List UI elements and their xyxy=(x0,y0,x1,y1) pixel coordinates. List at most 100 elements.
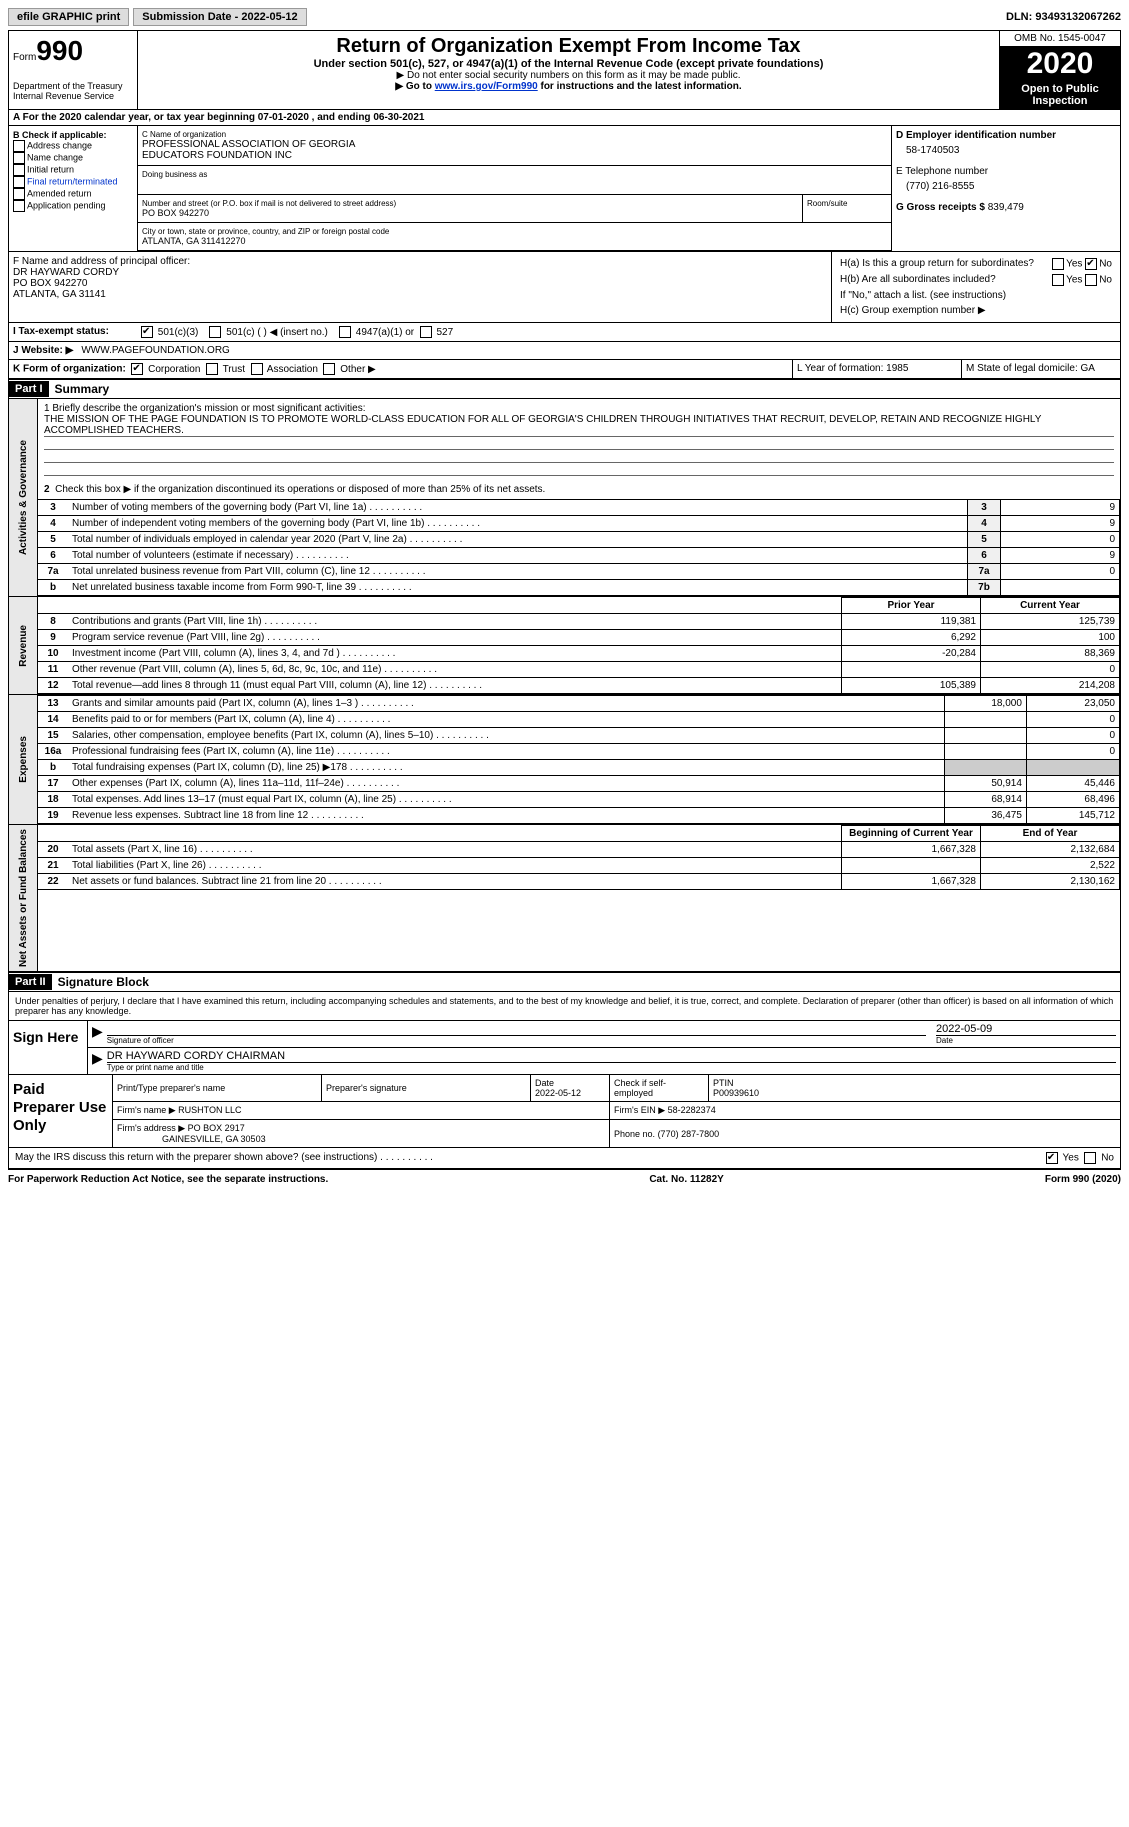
section-governance: Activities & Governance 1 Briefly descri… xyxy=(9,399,1120,597)
section-netassets: Net Assets or Fund Balances Beginning of… xyxy=(9,825,1120,972)
phone-label: E Telephone number xyxy=(896,166,1116,177)
revenue-table: Prior YearCurrent Year8Contributions and… xyxy=(38,597,1120,694)
tax-501c[interactable]: 501(c) ( ) ◀ (insert no.) xyxy=(209,327,327,338)
table-row: 22Net assets or fund balances. Subtract … xyxy=(38,874,1120,890)
table-row: 4Number of independent voting members of… xyxy=(38,516,1120,532)
h-b-note: If "No," attach a list. (see instruction… xyxy=(836,288,1116,303)
ha-no[interactable]: No xyxy=(1085,258,1112,270)
org-city: ATLANTA, GA 311412270 xyxy=(142,236,887,246)
table-row: 21Total liabilities (Part X, line 26)2,5… xyxy=(38,858,1120,874)
table-row: 14Benefits paid to or for members (Part … xyxy=(38,712,1120,728)
org-name-2: EDUCATORS FOUNDATION INC xyxy=(142,150,887,161)
tax-501c3[interactable]: 501(c)(3) xyxy=(141,327,198,338)
cb-name-change[interactable]: Name change xyxy=(13,152,133,164)
header-left: Form990 Department of the Treasury Inter… xyxy=(9,31,138,109)
org-trust[interactable]: Trust xyxy=(206,364,245,375)
city-box: City or town, state or province, country… xyxy=(138,223,891,251)
top-bar: efile GRAPHIC print Submission Date - 20… xyxy=(8,8,1121,26)
section-revenue: Revenue Prior YearCurrent Year8Contribut… xyxy=(9,597,1120,695)
gross-receipts: G Gross receipts $ 839,479 xyxy=(896,202,1116,213)
row-k-l-m: K Form of organization: Corporation Trus… xyxy=(9,360,1120,379)
addr-row: Number and street (or P.O. box if mail i… xyxy=(138,195,891,223)
table-row: 17Other expenses (Part IX, column (A), l… xyxy=(38,776,1120,792)
discuss-no[interactable]: No xyxy=(1084,1152,1114,1164)
q2-row: 2 Check this box ▶ if the organization d… xyxy=(38,480,1120,499)
sign-here-label: Sign Here xyxy=(9,1021,88,1074)
cb-amended[interactable]: Amended return xyxy=(13,188,133,200)
table-row: 15Salaries, other compensation, employee… xyxy=(38,728,1120,744)
firm-phone: (770) 287-7800 xyxy=(658,1129,720,1139)
table-row: 19Revenue less expenses. Subtract line 1… xyxy=(38,808,1120,824)
sig-officer-row: ▶ Signature of officer 2022-05-09 Date xyxy=(88,1021,1120,1048)
website-value[interactable]: WWW.PAGEFOUNDATION.ORG xyxy=(77,342,234,359)
h-b: H(b) Are all subordinates included? Yes … xyxy=(836,272,1116,288)
cb-app-pending[interactable]: Application pending xyxy=(13,200,133,212)
officer-addr2: ATLANTA, GA 31141 xyxy=(13,289,827,300)
officer-printed-name: DR HAYWARD CORDY CHAIRMAN xyxy=(107,1050,1116,1062)
footer-right: Form 990 (2020) xyxy=(1045,1174,1121,1185)
efile-label[interactable]: efile GRAPHIC print xyxy=(8,8,129,26)
part1-header: Part I xyxy=(9,381,49,397)
officer-addr1: PO BOX 942270 xyxy=(13,278,827,289)
org-corp[interactable]: Corporation xyxy=(131,364,200,375)
org-address: PO BOX 942270 xyxy=(142,208,798,218)
phone-value: (770) 216-8555 xyxy=(896,177,1116,202)
irs-link[interactable]: www.irs.gov/Form990 xyxy=(435,81,538,92)
footer: For Paperwork Reduction Act Notice, see … xyxy=(8,1170,1121,1185)
revenue-label: Revenue xyxy=(16,621,31,671)
form-subtitle: Under section 501(c), 527, or 4947(a)(1)… xyxy=(146,58,991,70)
table-row: 16aProfessional fundraising fees (Part I… xyxy=(38,744,1120,760)
sign-here-grid: Sign Here ▶ Signature of officer 2022-05… xyxy=(9,1020,1120,1074)
header-right: OMB No. 1545-0047 2020 Open to Public In… xyxy=(999,31,1120,109)
governance-table: 3Number of voting members of the governi… xyxy=(38,499,1120,596)
table-row: 10Investment income (Part VIII, column (… xyxy=(38,646,1120,662)
org-name-1: PROFESSIONAL ASSOCIATION OF GEORGIA xyxy=(142,139,887,150)
table-row: 11Other revenue (Part VIII, column (A), … xyxy=(38,662,1120,678)
netassets-table: Beginning of Current YearEnd of Year20To… xyxy=(38,825,1120,890)
firm-addr1: PO BOX 2917 xyxy=(188,1123,245,1133)
pp-ptin: P00939610 xyxy=(713,1088,759,1098)
table-row: bTotal fundraising expenses (Part IX, co… xyxy=(38,760,1120,776)
governance-label: Activities & Governance xyxy=(16,436,31,559)
officer-name: DR HAYWARD CORDY xyxy=(13,267,827,278)
part2-header-row: Part II Signature Block xyxy=(9,972,1120,992)
box-b: B Check if applicable: Address change Na… xyxy=(9,126,138,251)
cb-final-return[interactable]: Final return/terminated xyxy=(13,176,133,188)
submission-date: Submission Date - 2022-05-12 xyxy=(133,8,306,26)
table-row: 5Total number of individuals employed in… xyxy=(38,532,1120,548)
firm-ein: 58-2282374 xyxy=(668,1105,716,1115)
table-row: 8Contributions and grants (Part VIII, li… xyxy=(38,614,1120,630)
pp-self-employed[interactable]: Check if self-employed xyxy=(610,1075,709,1102)
arrow-icon: ▶ xyxy=(92,1050,103,1072)
tax-4947[interactable]: 4947(a)(1) or xyxy=(339,327,414,338)
cb-initial-return[interactable]: Initial return xyxy=(13,164,133,176)
org-name-box: C Name of organization PROFESSIONAL ASSO… xyxy=(138,126,891,166)
box-b-label: B Check if applicable: xyxy=(13,130,133,140)
tax-527[interactable]: 527 xyxy=(420,327,453,338)
org-other[interactable]: Other ▶ xyxy=(323,364,375,375)
hb-yes[interactable]: Yes xyxy=(1052,274,1082,286)
discuss-yes[interactable]: Yes xyxy=(1046,1152,1079,1164)
h-c: H(c) Group exemption number ▶ xyxy=(836,303,1116,318)
row-j: J Website: ▶ WWW.PAGEFOUNDATION.ORG xyxy=(9,342,1120,360)
q1-label: 1 Briefly describe the organization's mi… xyxy=(44,403,1114,414)
pp-date: 2022-05-12 xyxy=(535,1088,581,1098)
cb-address-change[interactable]: Address change xyxy=(13,140,133,152)
paid-preparer-grid: Paid Preparer Use Only Print/Type prepar… xyxy=(9,1074,1120,1148)
part1-title: Summary xyxy=(49,380,116,398)
pp-name-label: Print/Type preparer's name xyxy=(113,1075,322,1102)
ha-yes[interactable]: Yes xyxy=(1052,258,1082,270)
signature-declaration: Under penalties of perjury, I declare th… xyxy=(9,992,1120,1020)
table-row: 12Total revenue—add lines 8 through 11 (… xyxy=(38,678,1120,694)
table-row: 13Grants and similar amounts paid (Part … xyxy=(38,696,1120,712)
hb-no[interactable]: No xyxy=(1085,274,1112,286)
table-header-row: Prior YearCurrent Year xyxy=(38,598,1120,614)
officer-label: F Name and address of principal officer: xyxy=(13,256,827,267)
part1-header-row: Part I Summary xyxy=(9,379,1120,399)
form-header: Form990 Department of the Treasury Inter… xyxy=(9,31,1120,110)
table-row: 20Total assets (Part X, line 16)1,667,32… xyxy=(38,842,1120,858)
org-assoc[interactable]: Association xyxy=(251,364,318,375)
info-grid: B Check if applicable: Address change Na… xyxy=(9,126,1120,252)
table-row: 18Total expenses. Add lines 13–17 (must … xyxy=(38,792,1120,808)
firm-addr2: GAINESVILLE, GA 30503 xyxy=(162,1134,266,1144)
